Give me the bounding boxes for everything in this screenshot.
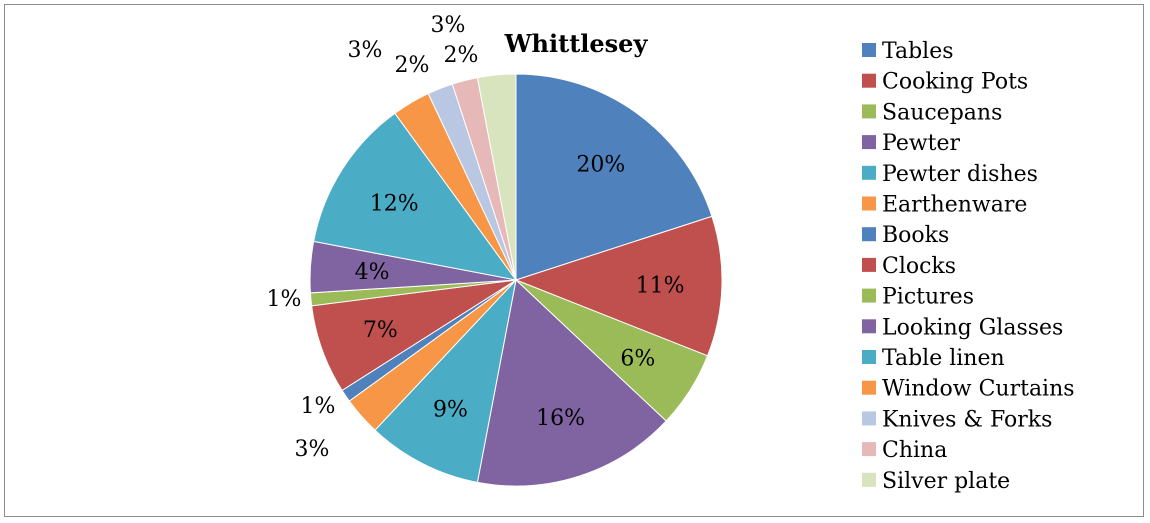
legend-swatch xyxy=(862,257,876,272)
legend-item-clocks: Clocks xyxy=(862,254,956,279)
legend: Tables Cooking Pots Saucepans Pewter Pewter … xyxy=(862,39,1075,494)
legend-item-tables: Tables xyxy=(862,39,954,64)
legend-item-pictures: Pictures xyxy=(862,285,974,310)
data-label-knives-and-forks: 2% xyxy=(395,53,430,78)
legend-label: Books xyxy=(882,223,949,248)
legend-swatch xyxy=(862,165,876,180)
data-label-pewter-dishes: 9% xyxy=(433,398,468,423)
slice-pewter xyxy=(476,279,667,487)
data-label-china: 2% xyxy=(444,43,479,68)
data-label-clocks: 7% xyxy=(363,318,398,343)
legend-item-table-linen: Table linen xyxy=(862,346,1005,371)
legend-item-cooking-pots: Cooking Pots xyxy=(862,70,1028,95)
legend-item-earthenware: Earthenware xyxy=(862,193,1027,218)
data-label-earthenware: 3% xyxy=(295,437,330,462)
legend-swatch xyxy=(862,442,876,457)
data-label-books: 1% xyxy=(301,394,336,419)
data-label-pictures: 1% xyxy=(267,287,302,312)
legend-swatch xyxy=(862,196,876,211)
slice-tables xyxy=(515,73,713,281)
legend-swatch xyxy=(862,350,876,364)
legend-swatch xyxy=(862,380,876,395)
data-label-looking-glasses: 4% xyxy=(355,260,390,285)
pie-slices xyxy=(309,73,723,487)
legend-item-knives-and-forks: Knives & Forks xyxy=(862,407,1052,432)
legend-swatch xyxy=(862,135,876,150)
legend-label: Pewter xyxy=(882,131,961,156)
legend-label: Window Curtains xyxy=(882,377,1075,402)
data-label-table-linen: 12% xyxy=(370,192,419,217)
legend-label: Pictures xyxy=(882,285,974,310)
legend-swatch xyxy=(862,319,876,334)
slice-silver-plate xyxy=(476,73,517,281)
legend-swatch xyxy=(862,73,876,88)
data-label-saucepans: 6% xyxy=(620,346,655,371)
legend-label: Knives & Forks xyxy=(882,407,1052,432)
legend-label: Cooking Pots xyxy=(882,70,1028,95)
data-label-cooking-pots: 11% xyxy=(636,274,685,299)
legend-label: Pewter dishes xyxy=(882,162,1038,187)
data-label-tables: 20% xyxy=(576,152,625,177)
legend-item-pewter-dishes: Pewter dishes xyxy=(862,162,1038,187)
legend-item-books: Books xyxy=(862,223,949,248)
legend-swatch xyxy=(862,288,876,303)
legend-item-pewter: Pewter xyxy=(862,131,961,156)
legend-label: Silver plate xyxy=(882,469,1010,494)
legend-item-silver-plate: Silver plate xyxy=(862,469,1010,494)
legend-label: Clocks xyxy=(882,254,956,279)
data-label-window-curtains: 3% xyxy=(348,38,383,63)
legend-item-china: China xyxy=(862,438,947,463)
legend-swatch xyxy=(862,227,876,242)
legend-label: Earthenware xyxy=(882,193,1027,218)
legend-swatch xyxy=(862,104,876,119)
slice-table-linen xyxy=(313,112,518,281)
legend-item-looking-glasses: Looking Glasses xyxy=(862,315,1063,340)
legend-label: Saucepans xyxy=(882,100,1002,125)
data-labels: 20%11%6%16%9%3%1%7%1%4%12%3%2% 2%3% xyxy=(267,13,685,462)
slice-cooking-pots xyxy=(514,215,723,357)
legend-item-saucepans: Saucepans xyxy=(862,100,1002,125)
data-label-pewter: 16% xyxy=(536,406,585,431)
chart-title: Whittlesey xyxy=(504,29,649,58)
legend-swatch xyxy=(862,472,876,487)
legend-swatch xyxy=(862,411,876,426)
legend-label: Table linen xyxy=(882,346,1005,371)
legend-label: Looking Glasses xyxy=(882,315,1063,340)
data-label-silver-plate: 3% xyxy=(431,13,466,38)
legend-swatch xyxy=(862,43,876,57)
legend-label: China xyxy=(882,438,947,463)
legend-label: Tables xyxy=(882,39,954,64)
legend-item-window-curtains: Window Curtains xyxy=(862,377,1075,402)
slice-pewter-dishes xyxy=(374,278,517,483)
